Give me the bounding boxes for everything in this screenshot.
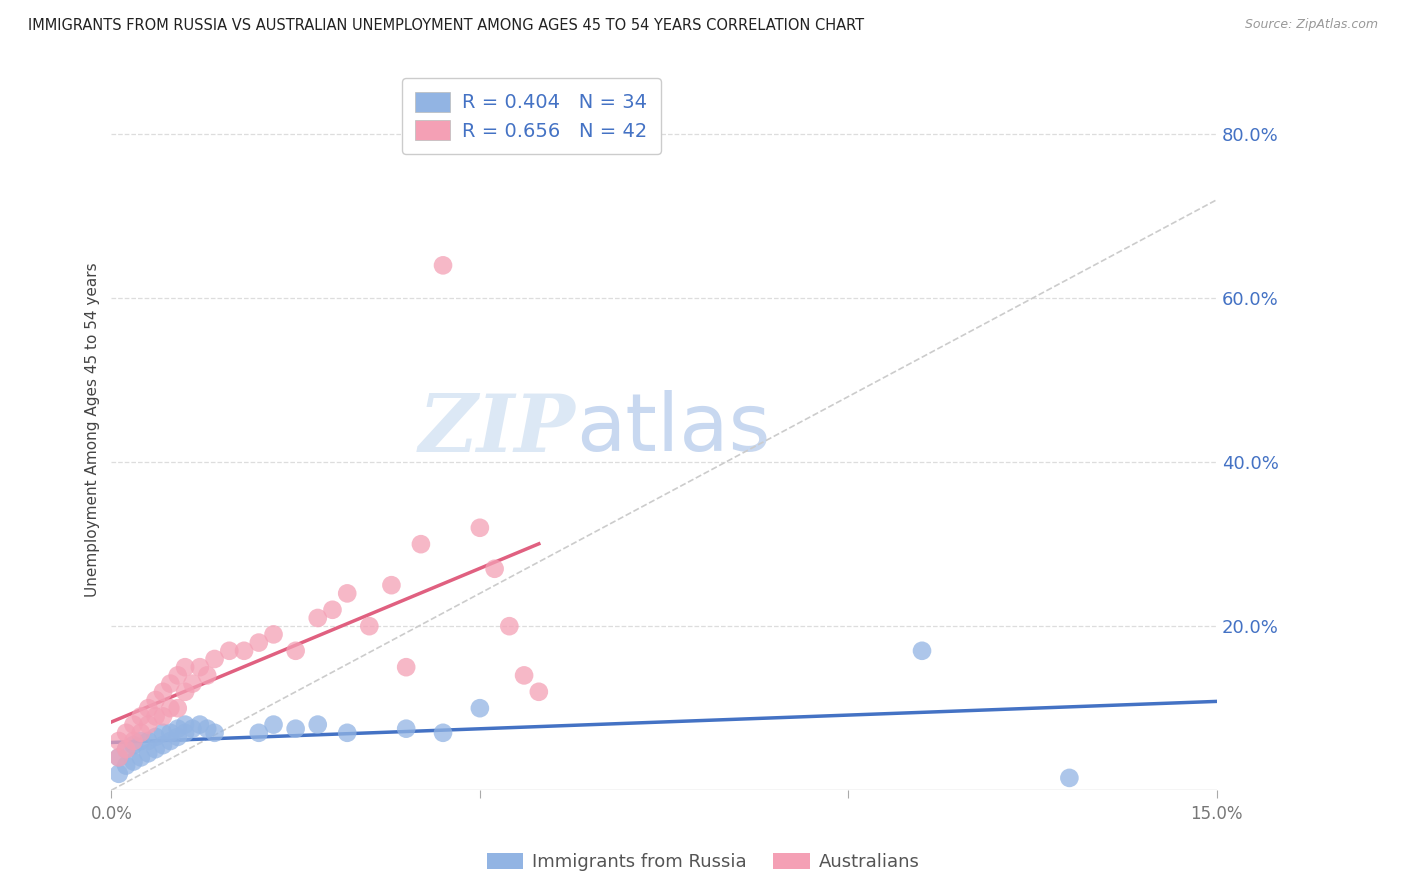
Point — [107, 750, 129, 764]
Point — [122, 738, 145, 752]
Point — [129, 709, 152, 723]
Point — [115, 742, 138, 756]
Point — [174, 660, 197, 674]
Point — [122, 734, 145, 748]
Point — [166, 701, 188, 715]
Point — [284, 722, 307, 736]
Point — [513, 668, 536, 682]
Point — [468, 521, 491, 535]
Point — [152, 685, 174, 699]
Point — [136, 701, 159, 715]
Point — [159, 701, 181, 715]
Point — [129, 750, 152, 764]
Y-axis label: Unemployment Among Ages 45 to 54 years: Unemployment Among Ages 45 to 54 years — [86, 262, 100, 597]
Legend: R = 0.404   N = 34, R = 0.656   N = 42: R = 0.404 N = 34, R = 0.656 N = 42 — [402, 78, 661, 154]
Point — [380, 578, 402, 592]
Point — [152, 709, 174, 723]
Point — [115, 726, 138, 740]
Point — [159, 676, 181, 690]
Text: Source: ZipAtlas.com: Source: ZipAtlas.com — [1244, 18, 1378, 31]
Point — [911, 644, 934, 658]
Point — [263, 627, 285, 641]
Point — [247, 635, 270, 649]
Point — [115, 742, 138, 756]
Point — [122, 717, 145, 731]
Point — [129, 726, 152, 740]
Point — [166, 722, 188, 736]
Point — [115, 758, 138, 772]
Point — [188, 717, 211, 731]
Point — [145, 693, 167, 707]
Point — [321, 603, 343, 617]
Point — [432, 726, 454, 740]
Point — [195, 722, 218, 736]
Point — [233, 644, 256, 658]
Point — [336, 586, 359, 600]
Point — [395, 660, 418, 674]
Point — [468, 701, 491, 715]
Text: atlas: atlas — [575, 391, 770, 468]
Point — [204, 652, 226, 666]
Point — [107, 766, 129, 780]
Point — [136, 747, 159, 761]
Point — [159, 726, 181, 740]
Point — [181, 676, 204, 690]
Point — [166, 730, 188, 744]
Text: ZIP: ZIP — [419, 391, 575, 468]
Text: IMMIGRANTS FROM RUSSIA VS AUSTRALIAN UNEMPLOYMENT AMONG AGES 45 TO 54 YEARS CORR: IMMIGRANTS FROM RUSSIA VS AUSTRALIAN UNE… — [28, 18, 865, 33]
Point — [181, 722, 204, 736]
Point — [307, 717, 329, 731]
Point — [409, 537, 432, 551]
Point — [498, 619, 520, 633]
Point — [136, 734, 159, 748]
Point — [174, 726, 197, 740]
Point — [174, 685, 197, 699]
Point — [129, 734, 152, 748]
Point — [284, 644, 307, 658]
Point — [122, 755, 145, 769]
Point — [159, 734, 181, 748]
Point — [307, 611, 329, 625]
Point — [188, 660, 211, 674]
Point — [136, 717, 159, 731]
Point — [145, 730, 167, 744]
Point — [1059, 771, 1081, 785]
Legend: Immigrants from Russia, Australians: Immigrants from Russia, Australians — [479, 846, 927, 879]
Point — [107, 734, 129, 748]
Point — [152, 726, 174, 740]
Point — [359, 619, 381, 633]
Point — [432, 258, 454, 272]
Point — [107, 750, 129, 764]
Point — [145, 709, 167, 723]
Point — [263, 717, 285, 731]
Point — [174, 717, 197, 731]
Point — [145, 742, 167, 756]
Point — [484, 562, 506, 576]
Point — [336, 726, 359, 740]
Point — [395, 722, 418, 736]
Point — [527, 685, 550, 699]
Point — [204, 726, 226, 740]
Point — [218, 644, 240, 658]
Point — [195, 668, 218, 682]
Point — [152, 738, 174, 752]
Point — [166, 668, 188, 682]
Point — [247, 726, 270, 740]
